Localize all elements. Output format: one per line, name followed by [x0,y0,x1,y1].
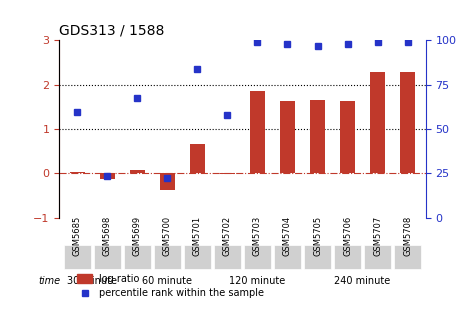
FancyBboxPatch shape [64,245,91,269]
FancyBboxPatch shape [214,245,241,269]
Bar [220,173,235,174]
Bar [280,101,295,173]
FancyBboxPatch shape [394,245,421,269]
Bar [130,170,145,173]
FancyBboxPatch shape [334,245,361,269]
Text: GSM5704: GSM5704 [283,216,292,256]
FancyBboxPatch shape [184,245,211,269]
Bar [400,72,415,173]
Text: 60 minute: 60 minute [142,276,193,286]
Text: time: time [38,276,61,286]
Bar [190,144,205,173]
Text: GSM5703: GSM5703 [253,216,262,256]
Text: GSM5699: GSM5699 [133,216,142,256]
Bar [70,172,85,173]
Text: GSM5702: GSM5702 [223,216,232,256]
FancyBboxPatch shape [304,274,421,289]
Bar [340,101,355,173]
Bar [160,173,175,190]
FancyBboxPatch shape [274,245,301,269]
Text: percentile rank within the sample: percentile rank within the sample [99,288,264,298]
Bar [78,274,92,284]
FancyBboxPatch shape [214,274,301,289]
FancyBboxPatch shape [244,245,271,269]
FancyBboxPatch shape [94,245,121,269]
Text: GSM5700: GSM5700 [163,216,172,256]
FancyBboxPatch shape [124,274,211,289]
Text: 120 minute: 120 minute [229,276,286,286]
Text: GSM5685: GSM5685 [73,216,82,256]
Text: GSM5708: GSM5708 [403,216,412,256]
Bar [310,100,325,173]
Text: GSM5698: GSM5698 [103,216,112,256]
FancyBboxPatch shape [304,245,331,269]
Text: GSM5705: GSM5705 [313,216,322,256]
Text: GDS313 / 1588: GDS313 / 1588 [59,24,165,38]
Text: GSM5706: GSM5706 [343,216,352,256]
Bar [250,91,265,173]
FancyBboxPatch shape [364,245,391,269]
Text: GSM5701: GSM5701 [193,216,202,256]
FancyBboxPatch shape [64,274,121,289]
FancyBboxPatch shape [154,245,181,269]
FancyBboxPatch shape [124,245,151,269]
Text: GSM5707: GSM5707 [373,216,382,256]
Text: 30 minute: 30 minute [67,276,117,286]
Text: 240 minute: 240 minute [334,276,391,286]
Bar [100,173,115,178]
Bar [370,72,385,173]
Text: log ratio: log ratio [99,274,140,284]
